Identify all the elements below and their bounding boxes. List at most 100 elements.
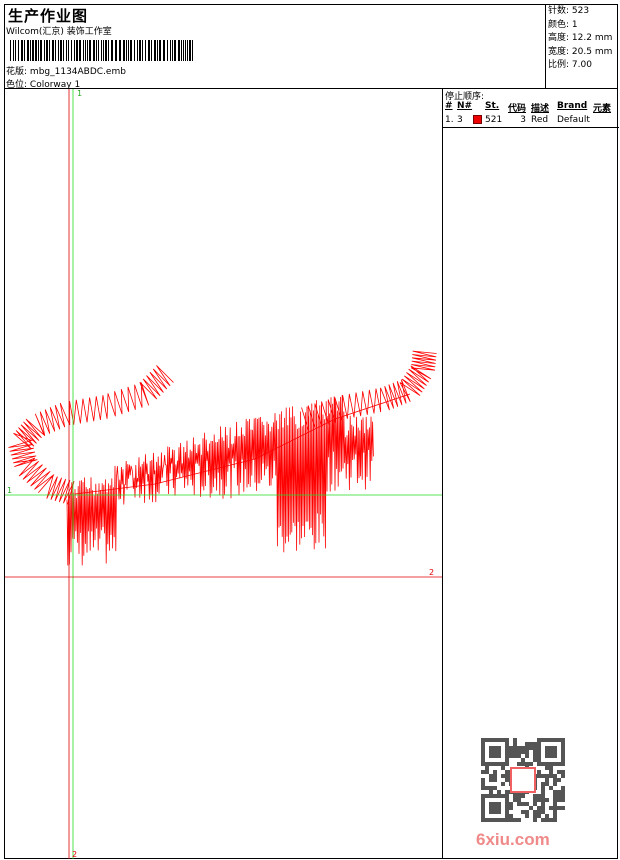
- tail-left-stitches: [8, 365, 174, 505]
- qr-module: [493, 802, 497, 806]
- qr-module: [553, 762, 557, 766]
- qr-module: [517, 762, 521, 766]
- qr-module: [489, 778, 493, 782]
- qr-module: [521, 794, 525, 798]
- qr-module: [545, 738, 549, 742]
- qr-module: [497, 802, 501, 806]
- qr-module: [521, 746, 525, 750]
- qr-module: [505, 738, 509, 742]
- qr-module: [553, 790, 557, 794]
- qr-module: [545, 766, 549, 770]
- qr-module: [489, 746, 493, 750]
- qr-module: [501, 794, 505, 798]
- qr-module: [553, 738, 557, 742]
- qr-module: [481, 802, 485, 806]
- qr-module: [505, 746, 509, 750]
- qr-module: [513, 746, 517, 750]
- qr-module: [481, 782, 485, 786]
- qr-module: [513, 738, 517, 742]
- qr-module: [549, 774, 553, 778]
- qr-module: [497, 794, 501, 798]
- qr-module: [541, 774, 545, 778]
- stat-colors: 颜色: 1: [548, 19, 578, 30]
- qr-module: [549, 738, 553, 742]
- qr-module: [537, 754, 541, 758]
- qr-module: [553, 778, 557, 782]
- embroidery-preview: 1 1 2 2: [5, 89, 442, 859]
- stop-sequence-header-row: # N# St. 代码 描述 Brand 元素: [443, 101, 619, 114]
- qr-module: [525, 810, 529, 814]
- qr-module: [533, 794, 537, 798]
- qr-module: [481, 798, 485, 802]
- qr-module: [557, 794, 561, 798]
- qr-module: [545, 778, 549, 782]
- qr-module: [517, 754, 521, 758]
- qr-module: [561, 750, 565, 754]
- qr-module: [489, 790, 493, 794]
- embroidery-stitches: [8, 350, 437, 566]
- colorway-label: 色位:: [6, 80, 28, 90]
- stat-height: 高度: 12.2 mm: [548, 33, 613, 43]
- qr-module: [505, 750, 509, 754]
- qr-module: [525, 814, 529, 818]
- stop-sequence-row[interactable]: 1. 3 521 3 Red Default: [445, 115, 590, 125]
- qr-module: [561, 786, 565, 790]
- qr-module: [493, 738, 497, 742]
- qr-module: [529, 742, 533, 746]
- qr-module: [545, 782, 549, 786]
- qr-module: [521, 750, 525, 754]
- qr-module: [545, 814, 549, 818]
- qr-module: [545, 818, 549, 822]
- qr-module: [557, 790, 561, 794]
- watermark-logo: 6xiu.com: [476, 830, 550, 849]
- qr-module: [509, 814, 513, 818]
- qr-module: [493, 774, 497, 778]
- qr-module: [561, 794, 565, 798]
- qr-module: [497, 746, 501, 750]
- qr-module: [549, 762, 553, 766]
- qr-module: [549, 818, 553, 822]
- qr-module: [541, 798, 545, 802]
- qr-module: [561, 762, 565, 766]
- qr-module: [493, 794, 497, 798]
- colorway: 色位: Colorway 1: [6, 77, 80, 90]
- col-element: 元素: [593, 104, 612, 114]
- qr-module: [505, 778, 509, 782]
- company-name: Wilcom(汇京) 装饰工作室: [6, 27, 112, 37]
- qr-module: [553, 810, 557, 814]
- col-code: 代码: [508, 104, 527, 114]
- qr-module: [525, 754, 529, 758]
- qr-module: [505, 762, 509, 766]
- qr-module: [481, 742, 485, 746]
- qr-module: [489, 774, 493, 778]
- qr-module: [481, 762, 485, 766]
- qr-module: [529, 746, 533, 750]
- color-swatch: [473, 115, 482, 124]
- qr-module: [541, 806, 545, 810]
- qr-module: [481, 778, 485, 782]
- qr-module: [513, 798, 517, 802]
- qr-module: [553, 802, 557, 806]
- stats-panel: 针数: 523 颜色: 1 高度: 12.2 mm 宽度: 20.5 mm 比例…: [545, 4, 618, 89]
- qr-module: [537, 762, 541, 766]
- qr-module: [505, 814, 509, 818]
- qr-module: [481, 746, 485, 750]
- qr-module: [537, 798, 541, 802]
- qr-module: [533, 814, 537, 818]
- qr-module: [505, 802, 509, 806]
- qr-module: [549, 786, 553, 790]
- qr-module: [553, 814, 557, 818]
- qr-module: [505, 794, 509, 798]
- header: 生产作业图 Wilcom(汇京) 装饰工作室 花版: mbg_1134ABDC.…: [4, 4, 618, 90]
- horn-right-stitches: [301, 350, 437, 431]
- qr-module: [505, 774, 509, 778]
- qr-module: [525, 746, 529, 750]
- qr-module: [525, 742, 529, 746]
- qr-module: [537, 750, 541, 754]
- qr-module: [489, 762, 493, 766]
- qr-module: [557, 770, 561, 774]
- qr-module: [529, 806, 533, 810]
- qr-module: [553, 806, 557, 810]
- qr-module: [537, 746, 541, 750]
- qr-module: [549, 754, 553, 758]
